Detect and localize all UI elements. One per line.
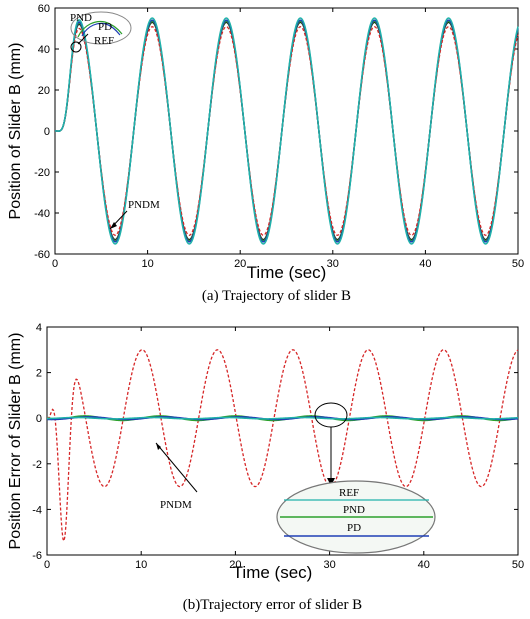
x-tick-label: 10 [135, 559, 147, 571]
caption-b: (b)Trajectory error of slider B [183, 597, 362, 613]
y-tick-label: -6 [32, 550, 42, 562]
x-axis-label-b: Time (sec) [233, 563, 313, 582]
annotation-label-pndm: PNDM [128, 199, 160, 211]
y-tick-label: -40 [34, 208, 50, 220]
inset-label: PD [347, 522, 361, 534]
zoom-circle [314, 402, 348, 428]
x-tick-label: 20 [229, 559, 241, 571]
y-tick-label: -4 [32, 504, 42, 516]
panel-a: 0 10 20 30 40 50 -60 -40 -20 0 20 40 60 Time (sec) P… [7, 3, 524, 304]
x-tick-label: 40 [418, 559, 430, 571]
series-a [54, 17, 519, 245]
pndm-arrow [155, 442, 198, 493]
y-tick-label: 2 [36, 368, 42, 380]
series-line-pndm [54, 26, 519, 236]
x-tick-label: 20 [234, 258, 246, 270]
series-line-cyan [54, 17, 519, 245]
y-tick-label: -2 [32, 459, 42, 471]
x-tick-label: 0 [52, 258, 58, 270]
zoom-pointer-head [327, 478, 335, 486]
annotations-b: PNDM REF PND PD [155, 402, 436, 554]
annotation-label-pndm: PNDM [160, 499, 192, 511]
annotation-label: REF [94, 35, 114, 47]
y-tick-label: -60 [34, 249, 50, 261]
series-line-ref [46, 416, 519, 420]
inset-label: REF [339, 487, 359, 499]
x-tick-label: 30 [323, 559, 335, 571]
y-tick-label: 0 [36, 413, 42, 425]
plot-frame-a [54, 7, 519, 255]
y-tick-label: 20 [38, 85, 50, 97]
x-tick-label: 50 [512, 559, 524, 571]
x-tick-label: 30 [327, 258, 339, 270]
y-tick-label: 4 [36, 322, 42, 334]
x-tick-label: 0 [44, 559, 50, 571]
zoom-curve-green [77, 20, 123, 38]
series-b [46, 349, 519, 543]
ticks-a: 0 10 20 30 40 50 -60 -40 -20 0 20 40 60 [34, 3, 524, 270]
y-tick-label: 40 [38, 44, 50, 56]
caption-a: (a) Trajectory of slider B [202, 288, 351, 304]
panel-b: 0 10 20 30 40 50 -6 -4 -2 0 2 4 Time (sec) Position… [7, 322, 524, 613]
ticks-b: 0 10 20 30 40 50 -6 -4 -2 0 2 4 [32, 322, 524, 571]
x-tick-label: 40 [419, 258, 431, 270]
x-axis-label-a: Time (sec) [247, 263, 327, 282]
y-tick-label: 60 [38, 3, 50, 15]
x-tick-label: 10 [141, 258, 153, 270]
series-line-pndm [46, 349, 519, 543]
annotations-a: PND PD REF PNDM [70, 11, 160, 230]
zoom-curve-blue [81, 22, 121, 37]
y-axis-label-a: Position of Slider B (mm) [7, 43, 24, 220]
plot-frame-b [46, 326, 519, 556]
annotation-label: PD [98, 21, 112, 33]
annotation-label: PND [70, 12, 92, 24]
x-tick-label: 50 [512, 258, 524, 270]
pointer-line [77, 33, 89, 45]
zoom-ellipse [70, 11, 132, 45]
y-axis-label-b: Position Error of Slider B (mm) [7, 333, 24, 550]
peak-circle [70, 41, 82, 53]
pndm-arrow-head [110, 222, 117, 229]
pndm-arrow-head [156, 443, 161, 450]
series-line-pd [46, 416, 519, 421]
inset-label: PND [343, 504, 365, 516]
y-tick-label: -20 [34, 167, 50, 179]
y-tick-label: 0 [44, 126, 50, 138]
